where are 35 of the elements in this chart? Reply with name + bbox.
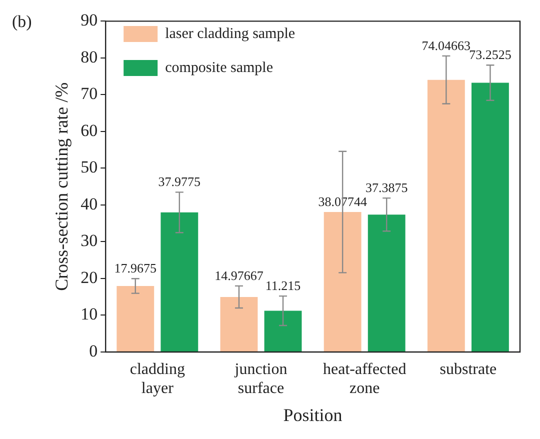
x-tick-label: junction surface <box>234 360 288 398</box>
x-tick-label: heat-affected zone <box>323 360 406 398</box>
y-tick-label: 20 <box>80 268 98 287</box>
text: (b) <box>12 12 32 31</box>
bar <box>160 212 198 352</box>
y-tick-label: 10 <box>80 304 98 324</box>
x-tick-label: cladding layer <box>130 360 185 398</box>
bar <box>427 80 465 352</box>
data-label: 74.04663 <box>422 38 471 53</box>
y-tick-label: 30 <box>80 231 98 250</box>
data-label: 17.9675 <box>114 260 157 276</box>
data-label: 38.07744 <box>318 194 368 209</box>
bar <box>368 214 406 352</box>
data-label: 73.2525 <box>469 47 512 62</box>
x-tick-label: substrate <box>440 360 497 378</box>
y-tick-label: 0 <box>89 341 98 360</box>
bar <box>324 212 362 352</box>
y-axis-title: Cross-section cutting rate /% <box>52 82 72 291</box>
y-tick-label: 40 <box>80 194 98 214</box>
x-axis-title: Position <box>283 404 342 425</box>
bar <box>472 82 509 352</box>
bar <box>264 310 302 352</box>
data-label: 11.215 <box>265 278 301 293</box>
y-tick-label: 80 <box>80 47 98 66</box>
y-tick-label: 60 <box>80 120 98 140</box>
y-tick-label: 70 <box>80 84 98 104</box>
bar <box>116 286 154 352</box>
data-label: 14.97667 <box>214 268 264 283</box>
bar <box>220 296 258 352</box>
data-label: 37.3875 <box>365 180 408 195</box>
legend-label: laser cladding sample <box>165 26 296 42</box>
y-tick-label: 50 <box>80 158 98 177</box>
data-label: 37.9775 <box>158 174 201 190</box>
legend-label: composite sample <box>165 60 274 76</box>
y-tick-label: 90 <box>80 10 98 30</box>
